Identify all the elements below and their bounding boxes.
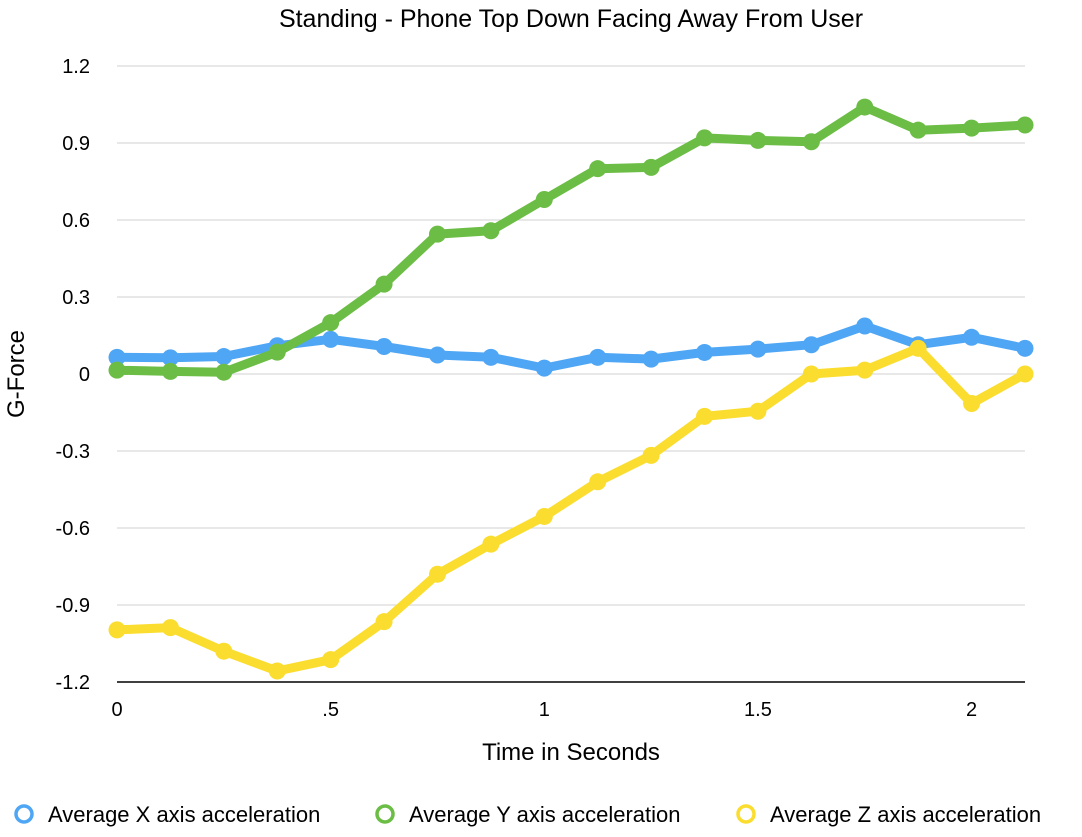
data-point: [802, 336, 820, 354]
y-tick-label: 0.3: [62, 287, 90, 309]
legend-item: Average X axis acceleration: [14, 802, 320, 827]
x-tick-label: 0: [111, 699, 122, 721]
y-tick-label: 0.6: [62, 210, 90, 232]
data-point: [108, 361, 126, 379]
data-point: [696, 407, 714, 425]
data-point: [375, 275, 393, 293]
series-layer: [108, 98, 1034, 680]
data-point: [749, 340, 767, 358]
data-point: [215, 348, 233, 366]
data-point: [589, 348, 607, 366]
y-tick-label: 0: [79, 364, 90, 386]
data-point: [375, 338, 393, 356]
data-point: [268, 662, 286, 680]
data-point: [535, 507, 553, 525]
data-point: [589, 160, 607, 178]
y-tick-label: -0.6: [56, 518, 90, 540]
y-tick-label: 1.2: [62, 56, 90, 78]
data-point: [322, 314, 340, 332]
data-point: [322, 651, 340, 669]
series-line: [112, 343, 1030, 676]
data-point: [589, 473, 607, 491]
chart-title: Standing - Phone Top Down Facing Away Fr…: [279, 5, 863, 33]
data-point: [161, 349, 179, 367]
data-point: [1016, 365, 1034, 383]
data-point: [1016, 339, 1034, 357]
legend-label: Average Z axis acceleration: [770, 802, 1041, 827]
data-point: [482, 348, 500, 366]
series-line: [112, 102, 1030, 377]
data-point: [642, 158, 660, 176]
data-point: [909, 339, 927, 357]
y-tick-label: -0.3: [56, 441, 90, 463]
series-2: [108, 98, 1034, 381]
x-tick-label: 1: [539, 699, 550, 721]
data-point: [749, 402, 767, 420]
data-point: [482, 535, 500, 553]
data-point: [535, 359, 553, 377]
data-point: [428, 346, 446, 364]
series-1: [108, 317, 1034, 377]
y-axis-ticks: 1.2 0.9 0.6 0.3 0 -0.3 -0.6 -0.9 -1.2: [56, 56, 90, 694]
data-point: [696, 343, 714, 361]
data-point: [963, 119, 981, 137]
data-point: [535, 190, 553, 208]
data-point: [909, 121, 927, 139]
data-point: [268, 343, 286, 361]
data-point: [963, 395, 981, 413]
legend-item: Average Z axis acceleration: [736, 802, 1041, 827]
series-line: [112, 321, 1030, 373]
series-3: [108, 339, 1034, 680]
y-tick-label: 0.9: [62, 133, 90, 155]
data-point: [161, 362, 179, 380]
data-point: [375, 613, 393, 631]
data-point: [802, 365, 820, 383]
data-point: [428, 565, 446, 583]
data-point: [161, 619, 179, 637]
x-tick-label: 2: [966, 699, 977, 721]
data-point: [428, 225, 446, 243]
data-point: [642, 446, 660, 464]
x-axis-title: Time in Seconds: [482, 739, 660, 766]
data-point: [963, 328, 981, 346]
data-point: [802, 133, 820, 151]
data-point: [322, 330, 340, 348]
legend-label: Average Y axis acceleration: [409, 802, 681, 827]
data-point: [215, 642, 233, 660]
data-point: [856, 361, 874, 379]
x-axis-ticks: 0 .5 1 1.5 2: [111, 699, 977, 721]
data-point: [856, 98, 874, 116]
legend-item: Average Y axis acceleration: [375, 802, 681, 827]
legend: Average X axis acceleration Average Y axi…: [14, 802, 1041, 827]
y-axis-title: G-Force: [3, 330, 30, 418]
data-point: [642, 350, 660, 368]
data-point: [108, 621, 126, 639]
x-tick-label: .5: [322, 699, 339, 721]
y-tick-label: -1.2: [56, 672, 90, 694]
legend-marker: [375, 804, 395, 824]
data-point: [108, 348, 126, 366]
x-tick-label: 1.5: [744, 699, 772, 721]
data-point: [482, 222, 500, 240]
grid: [117, 65, 1025, 606]
data-point: [749, 131, 767, 149]
data-point: [856, 317, 874, 335]
legend-label: Average X axis acceleration: [48, 802, 320, 827]
legend-marker: [736, 804, 756, 824]
data-point: [215, 363, 233, 381]
data-point: [1016, 116, 1034, 134]
data-point: [696, 129, 714, 147]
legend-marker: [14, 804, 34, 824]
y-tick-label: -0.9: [56, 595, 90, 617]
